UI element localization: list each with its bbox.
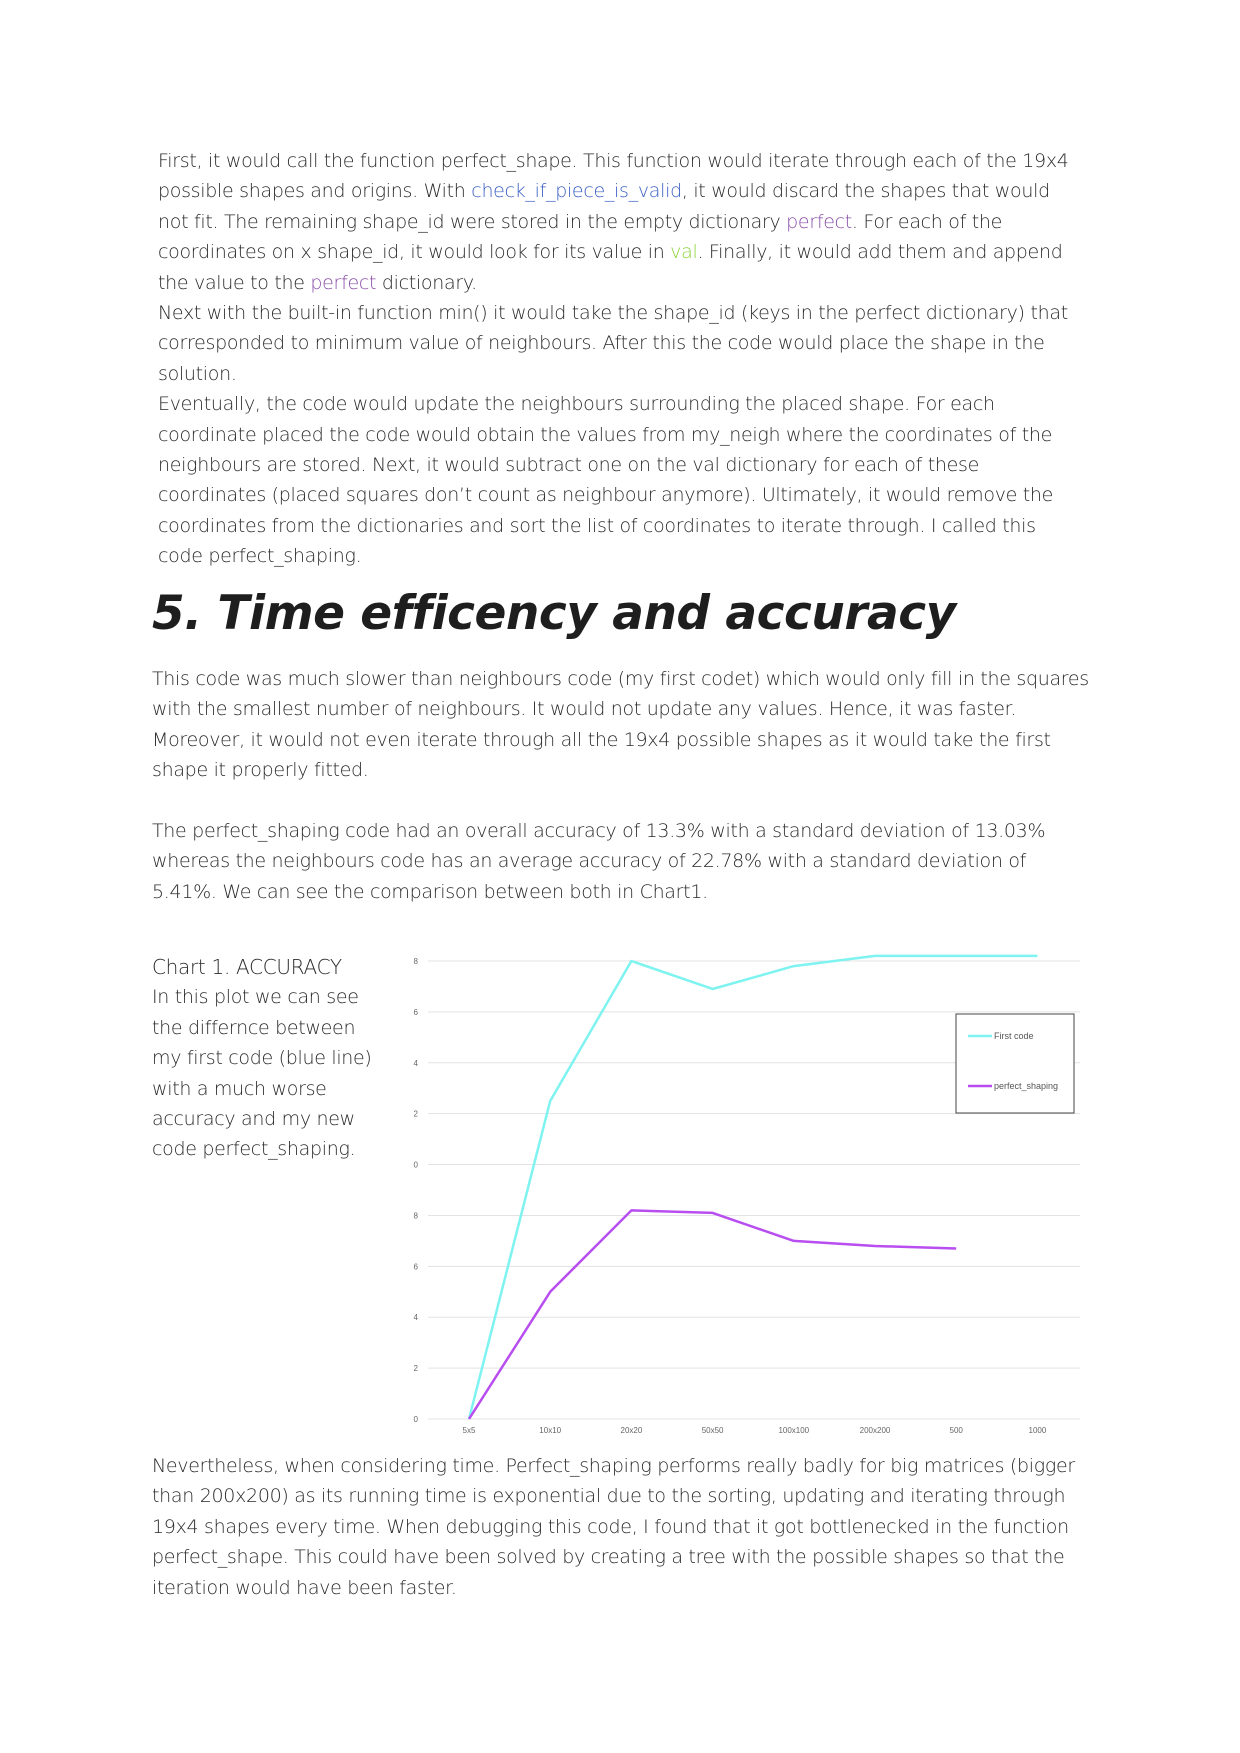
y-tick-label: 6	[414, 1262, 419, 1271]
x-tick-label: 10x10	[539, 1426, 561, 1435]
y-tick-label: 4	[414, 1313, 419, 1322]
legend-label: perfect_shaping	[994, 1081, 1058, 1091]
code-ref: perfect	[310, 271, 377, 294]
paragraph: Next with the built-in function min() it…	[158, 302, 1068, 385]
code-ref: val	[670, 241, 698, 264]
series-line	[467, 1209, 957, 1420]
paragraph: This code was much slower than neighbour…	[152, 668, 1089, 782]
paragraph: Eventually, the code would update the ne…	[158, 393, 1054, 568]
y-tick-label: 0	[414, 1161, 419, 1170]
paragraph: Nevertheless, when considering time. Per…	[152, 1455, 1075, 1599]
x-tick-label: 500	[950, 1426, 964, 1435]
x-tick-label: 5x5	[463, 1426, 476, 1435]
x-tick-label: 200x200	[860, 1426, 891, 1435]
text: , it would discard the shapes that would…	[158, 180, 1050, 233]
paragraph: The perfect_shaping code had an overall …	[152, 820, 1046, 903]
paragraph: First, it would call the function perfec…	[158, 146, 1080, 572]
y-tick-label: 4	[414, 1059, 419, 1068]
chart: 0 2 4 6 8 0 2 4 6 8 5x5 10x10 20x20 50x50 100x100 200x2…	[414, 954, 1080, 1435]
text: dictionary.	[376, 271, 477, 294]
y-tick-label: 2	[414, 1110, 419, 1119]
y-tick-label: 0	[414, 1415, 419, 1424]
caption-text: In this plot we can see the differnce be…	[152, 986, 372, 1161]
y-tick-label: 2	[414, 1364, 419, 1373]
code-ref: perfect	[786, 210, 852, 233]
text: First, it would call the function perfec…	[158, 150, 1069, 203]
legend-label: First code	[994, 1031, 1034, 1041]
x-tick-label: 1000	[1029, 1426, 1047, 1435]
chart-caption: Chart 1. ACCURACY In this plot we can se…	[152, 952, 382, 1165]
y-tick-label: 6	[414, 1008, 419, 1017]
caption-title: Chart 1. ACCURACY	[152, 955, 342, 979]
y-tick-label: 8	[414, 1211, 419, 1220]
x-tick-label: 50x50	[702, 1426, 724, 1435]
heading: 5. Time efficency and accuracy	[152, 586, 956, 641]
series-line	[467, 954, 1038, 1420]
text: . For each of the coordinates on x shape…	[158, 210, 1003, 264]
text: . Finally, it would add them and append …	[158, 241, 1063, 294]
y-tick-label: 8	[414, 957, 419, 966]
legend-box	[955, 1013, 1075, 1114]
code-ref: check_if_piece_is_valid	[471, 180, 682, 203]
x-tick-label: 20x20	[621, 1426, 643, 1435]
x-tick-label: 100x100	[778, 1426, 809, 1435]
